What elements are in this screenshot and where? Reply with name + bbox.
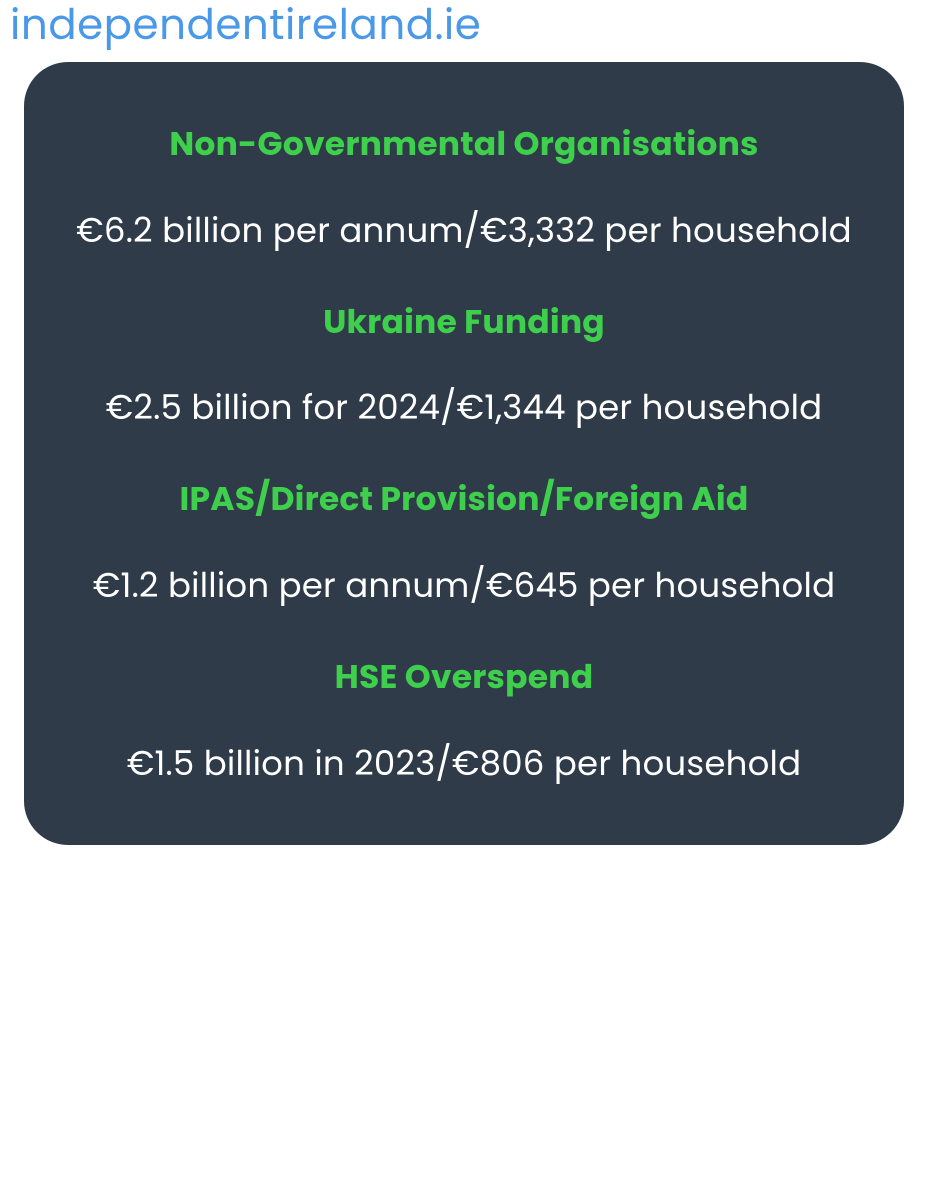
section-hse: HSE Overspend €1.5 billion in 2023/€806 … xyxy=(60,655,868,789)
section-ukraine-body: €2.5 billion for 2024/€1,344 per househo… xyxy=(60,382,868,433)
section-ngo-title: Non-Governmental Organisations xyxy=(60,122,868,167)
section-ngo: Non-Governmental Organisations €6.2 bill… xyxy=(60,122,868,256)
section-ipas-title: IPAS/Direct Provision/Foreign Aid xyxy=(60,477,868,522)
section-hse-body: €1.5 billion in 2023/€806 per household xyxy=(60,738,868,789)
section-ngo-body: €6.2 billion per annum/€3,332 per househ… xyxy=(60,205,868,256)
spending-card: Non-Governmental Organisations €6.2 bill… xyxy=(24,62,904,844)
source-url-link[interactable]: independentireland.ie xyxy=(0,0,928,62)
section-ipas-body: €1.2 billion per annum/€645 per househol… xyxy=(60,560,868,611)
section-ipas: IPAS/Direct Provision/Foreign Aid €1.2 b… xyxy=(60,477,868,611)
section-ukraine-title: Ukraine Funding xyxy=(60,300,868,345)
section-ukraine: Ukraine Funding €2.5 billion for 2024/€1… xyxy=(60,300,868,434)
section-hse-title: HSE Overspend xyxy=(60,655,868,700)
page-root: independentireland.ie Non-Governmental O… xyxy=(0,0,928,1179)
